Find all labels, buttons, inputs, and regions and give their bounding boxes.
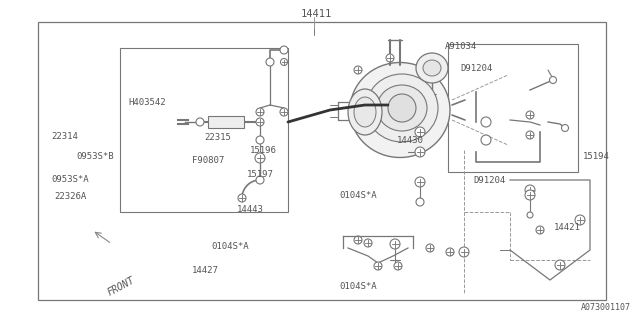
Circle shape	[415, 147, 425, 157]
Circle shape	[415, 127, 425, 137]
Circle shape	[255, 153, 265, 163]
Circle shape	[527, 212, 533, 218]
Text: 14427: 14427	[192, 266, 219, 275]
Circle shape	[386, 54, 394, 62]
Circle shape	[388, 94, 416, 122]
Text: 22326A: 22326A	[54, 192, 86, 201]
Ellipse shape	[416, 53, 448, 83]
Text: A073001107: A073001107	[580, 303, 630, 312]
Text: 0104S*A: 0104S*A	[339, 282, 377, 291]
Text: 15194: 15194	[582, 152, 609, 161]
Ellipse shape	[377, 85, 427, 131]
Text: A91034: A91034	[445, 42, 477, 51]
Text: F90807: F90807	[192, 156, 224, 164]
Circle shape	[280, 108, 288, 116]
Circle shape	[390, 239, 400, 249]
Circle shape	[256, 136, 264, 144]
Text: 0104S*A: 0104S*A	[339, 191, 377, 200]
Circle shape	[446, 248, 454, 256]
Circle shape	[460, 248, 468, 256]
Circle shape	[561, 124, 568, 132]
Text: 14443: 14443	[237, 205, 264, 214]
Circle shape	[426, 244, 434, 252]
Circle shape	[550, 76, 557, 84]
Text: 15197: 15197	[246, 170, 273, 179]
Circle shape	[526, 131, 534, 139]
Bar	[448, 44, 578, 172]
Circle shape	[364, 239, 372, 247]
Ellipse shape	[354, 97, 376, 127]
Ellipse shape	[350, 62, 450, 157]
Circle shape	[374, 262, 382, 270]
Circle shape	[575, 215, 585, 225]
Circle shape	[354, 236, 362, 244]
Text: H403542: H403542	[128, 98, 166, 107]
Circle shape	[536, 226, 544, 234]
Text: 15196: 15196	[250, 146, 276, 155]
Text: 0104S*A: 0104S*A	[211, 242, 249, 251]
Circle shape	[256, 118, 264, 126]
Circle shape	[525, 190, 535, 200]
Text: 14421: 14421	[554, 223, 580, 232]
Circle shape	[256, 176, 264, 184]
Text: D91204: D91204	[461, 64, 493, 73]
Circle shape	[416, 198, 424, 206]
Ellipse shape	[423, 60, 441, 76]
Text: 0953S*A: 0953S*A	[51, 175, 89, 184]
Circle shape	[196, 118, 204, 126]
Text: 22315: 22315	[205, 133, 232, 142]
Bar	[38, 22, 606, 300]
Circle shape	[354, 66, 362, 74]
Circle shape	[415, 177, 425, 187]
Circle shape	[526, 111, 534, 119]
Text: 14411: 14411	[301, 9, 332, 20]
Ellipse shape	[366, 74, 438, 142]
Circle shape	[280, 46, 288, 54]
Text: 22314: 22314	[51, 132, 78, 140]
Circle shape	[256, 108, 264, 116]
Text: D91204: D91204	[474, 176, 506, 185]
Text: 0953S*B: 0953S*B	[77, 152, 115, 161]
Bar	[120, 48, 288, 212]
Circle shape	[481, 135, 491, 145]
Circle shape	[459, 247, 469, 257]
Circle shape	[525, 185, 535, 195]
Circle shape	[266, 58, 274, 66]
Bar	[208, 116, 244, 128]
Circle shape	[280, 59, 287, 66]
Text: FRONT: FRONT	[106, 275, 136, 298]
Circle shape	[238, 194, 246, 202]
Ellipse shape	[348, 89, 382, 135]
Circle shape	[555, 260, 565, 270]
Text: 14430: 14430	[397, 136, 424, 145]
Circle shape	[481, 117, 491, 127]
Circle shape	[394, 262, 402, 270]
